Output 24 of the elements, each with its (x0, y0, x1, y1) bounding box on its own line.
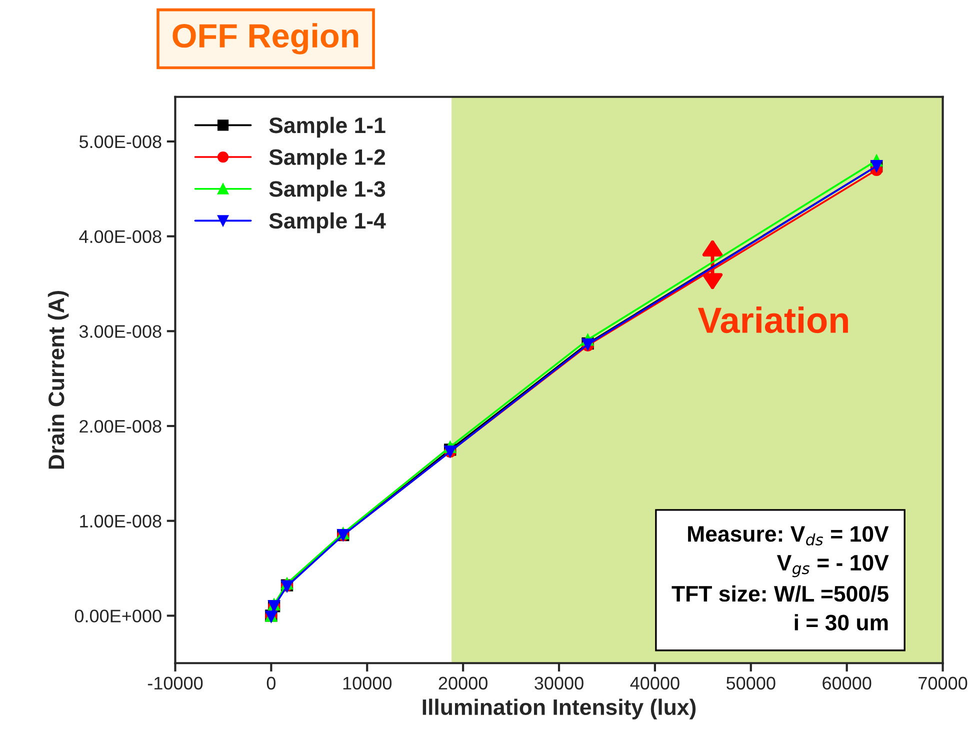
x-tick-label: 50000 (726, 676, 776, 690)
x-tick-label: 20000 (438, 676, 488, 690)
legend-label: Sample 1-1 (269, 116, 386, 138)
legend-label: Sample 1-2 (269, 148, 386, 170)
x-tick-label: -10000 (148, 676, 203, 690)
y-axis-title: Drain Current (A) (48, 290, 69, 469)
x-tick-label: 30000 (534, 676, 584, 690)
y-tick-label: 3.00E-008 (79, 325, 162, 338)
y-tick-label: 4.00E-008 (79, 230, 162, 244)
x-tick-label: 60000 (822, 676, 872, 690)
y-tick-label: 1.00E-008 (80, 514, 162, 528)
chart-title: OFF Region (172, 23, 358, 54)
x-tick-label: 70000 (918, 676, 968, 690)
x-tick-label: 10000 (343, 676, 392, 690)
legend-label: Sample 1-3 (269, 180, 386, 202)
y-tick-label: 0.00E+000 (74, 610, 162, 622)
text: Measure: V$_{ds}$ = 10V V$_{gs}$ = - 10V TFT size: W/L =500/5 i = 30 um (672, 526, 889, 630)
x-tick-label: 0 (266, 676, 276, 690)
y-tick-label: 2.00E-008 (80, 420, 162, 433)
annotation: Variation (698, 306, 848, 334)
x-axis-title: Illumination Intensity (lux) (422, 698, 696, 720)
x-tick-label: 40000 (630, 676, 680, 690)
legend-label: Sample 1-4 (269, 212, 386, 234)
y-tick-label: 5.00E-008 (79, 135, 162, 148)
